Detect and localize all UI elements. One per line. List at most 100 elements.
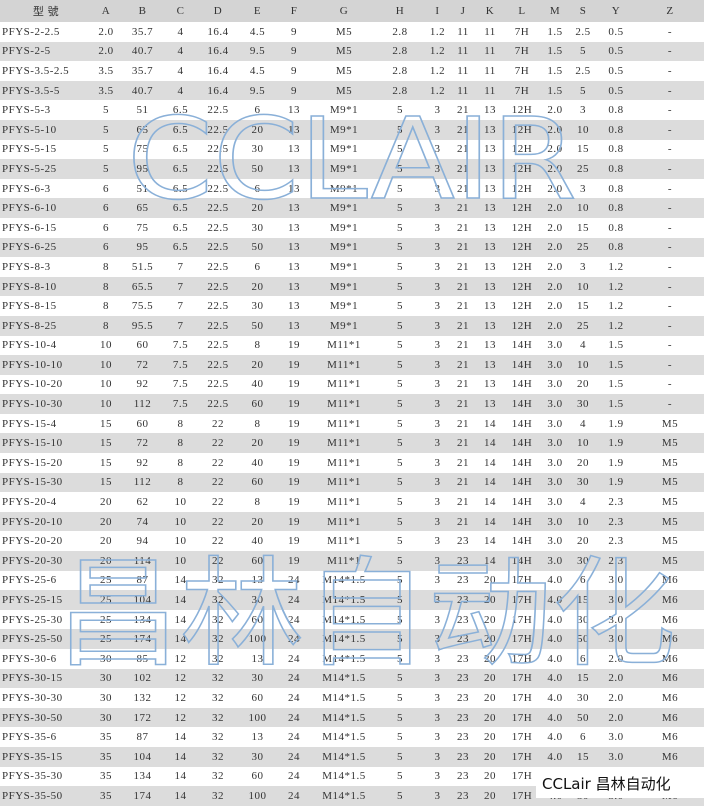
table-cell: - xyxy=(636,296,704,316)
table-cell: 32 xyxy=(196,668,240,689)
table-cell: 3 xyxy=(425,217,450,238)
table-cell: M6 xyxy=(636,727,704,747)
table-cell: M11*1 xyxy=(313,492,375,512)
table-cell: 3.0 xyxy=(540,472,570,493)
table-cell: 1.2 xyxy=(596,296,636,316)
table-cell: - xyxy=(636,237,704,258)
table-cell: 13 xyxy=(476,198,504,218)
table-cell: 112 xyxy=(120,472,165,493)
table-row: PFYS-5-3 5 51 6.5 22.5 6 13 M9*1 5 3 21 13 12H 2.0 3 0.… xyxy=(0,100,704,120)
table-cell: 3 xyxy=(425,531,450,552)
brand-label: CCLair 昌林自动化 xyxy=(536,770,704,798)
header-cell: S xyxy=(570,0,596,22)
table-cell: M14*1.5 xyxy=(313,707,375,728)
table-cell: 2.0 xyxy=(540,178,570,199)
table-cell: 17H xyxy=(504,727,540,747)
table-cell: 21 xyxy=(450,492,476,512)
table-cell: 10 xyxy=(92,394,120,414)
table-cell: 8 xyxy=(240,492,275,512)
table-cell: 134 xyxy=(120,766,165,787)
table-cell: M5 xyxy=(313,41,375,62)
header-cell: D xyxy=(196,0,240,22)
table-cell: 23 xyxy=(450,629,476,649)
table-cell: 0.8 xyxy=(596,237,636,258)
table-cell: 5 xyxy=(375,198,425,218)
table-row: PFYS-25-30 25 134 14 32 60 24 M14*1.5 5 3 23 20 17H 4… xyxy=(0,609,704,630)
table-cell: 19 xyxy=(275,492,313,512)
table-cell: 10 xyxy=(165,511,196,532)
table-cell: 32 xyxy=(196,746,240,767)
table-cell: 12 xyxy=(165,688,196,708)
table-cell: 15 xyxy=(570,139,596,160)
table-cell: 11 xyxy=(476,22,504,42)
table-cell: 14 xyxy=(165,609,196,630)
table-cell: 9.5 xyxy=(240,41,275,62)
table-cell: 25 xyxy=(570,315,596,336)
table-cell: M14*1.5 xyxy=(313,629,375,649)
table-cell: 5 xyxy=(375,159,425,179)
table-row: PFYS-5-10 5 65 6.5 22.5 20 13 M9*1 5 3 21 13 12H 2.0 1… xyxy=(0,119,704,140)
table-cell: 2.0 xyxy=(540,198,570,218)
table-cell: - xyxy=(636,178,704,199)
table-row: PFYS-5-15 5 75 6.5 22.5 30 13 M9*1 5 3 21 13 12H 2.0 1… xyxy=(0,139,704,160)
table-cell: 24 xyxy=(275,727,313,747)
table-cell: 3 xyxy=(425,707,450,728)
table-cell: 22.5 xyxy=(196,217,240,238)
table-cell: 17H xyxy=(504,609,540,630)
model-cell: PFYS-15-20 xyxy=(0,453,92,473)
table-cell: 9.5 xyxy=(240,80,275,101)
table-cell: 10 xyxy=(570,119,596,140)
table-cell: 2.0 xyxy=(540,315,570,336)
table-cell: 5 xyxy=(375,766,425,787)
table-cell: 12H xyxy=(504,296,540,316)
table-cell: 5 xyxy=(375,315,425,336)
model-cell: PFYS-10-10 xyxy=(0,355,92,375)
table-cell: 2.3 xyxy=(596,511,636,532)
table-cell: 23 xyxy=(450,609,476,630)
table-cell: 17H xyxy=(504,766,540,787)
table-cell: 2.3 xyxy=(596,551,636,571)
table-cell: 16.4 xyxy=(196,22,240,42)
table-cell: 3 xyxy=(425,570,450,591)
table-cell: 6 xyxy=(570,727,596,747)
model-cell: PFYS-15-10 xyxy=(0,433,92,454)
table-cell: 11 xyxy=(450,80,476,101)
table-cell: - xyxy=(636,61,704,81)
table-cell: 50 xyxy=(570,629,596,649)
table-cell: 11 xyxy=(476,41,504,62)
table-cell: 1.5 xyxy=(540,41,570,62)
model-cell: PFYS-2-5 xyxy=(0,41,92,62)
table-cell: 5 xyxy=(375,492,425,512)
table-cell: 20 xyxy=(240,511,275,532)
table-cell: 12H xyxy=(504,178,540,199)
table-cell: 72 xyxy=(120,355,165,375)
header-cell: I xyxy=(425,0,450,22)
table-cell: 0.8 xyxy=(596,178,636,199)
table-cell: 1.2 xyxy=(425,22,450,42)
table-cell: M14*1.5 xyxy=(313,766,375,787)
table-cell: M14*1.5 xyxy=(313,786,375,806)
table-cell: M5 xyxy=(636,413,704,434)
table-cell: 50 xyxy=(240,159,275,179)
table-cell: 32 xyxy=(196,707,240,728)
table-cell: 3.0 xyxy=(540,355,570,375)
table-cell: 21 xyxy=(450,217,476,238)
table-cell: 10 xyxy=(165,531,196,552)
table-cell: 25 xyxy=(92,609,120,630)
header-cell: F xyxy=(275,0,313,22)
table-cell: 13 xyxy=(476,100,504,120)
table-cell: - xyxy=(636,41,704,62)
table-cell: 5 xyxy=(92,119,120,140)
table-row: PFYS-2-2.5 2.0 35.7 4 16.4 4.5 9 M5 2.8 1.2 11 11 7H… xyxy=(0,22,704,42)
model-cell: PFYS-8-3 xyxy=(0,257,92,277)
table-cell: 2.3 xyxy=(596,492,636,512)
table-cell: 20 xyxy=(476,746,504,767)
table-cell: 20 xyxy=(476,649,504,669)
model-cell: PFYS-30-6 xyxy=(0,649,92,669)
table-cell: 24 xyxy=(275,786,313,806)
table-cell: 5 xyxy=(375,649,425,669)
header-cell: B xyxy=(120,0,165,22)
table-cell: 6.5 xyxy=(165,100,196,120)
model-cell: PFYS-10-30 xyxy=(0,394,92,414)
table-cell: M6 xyxy=(636,649,704,669)
